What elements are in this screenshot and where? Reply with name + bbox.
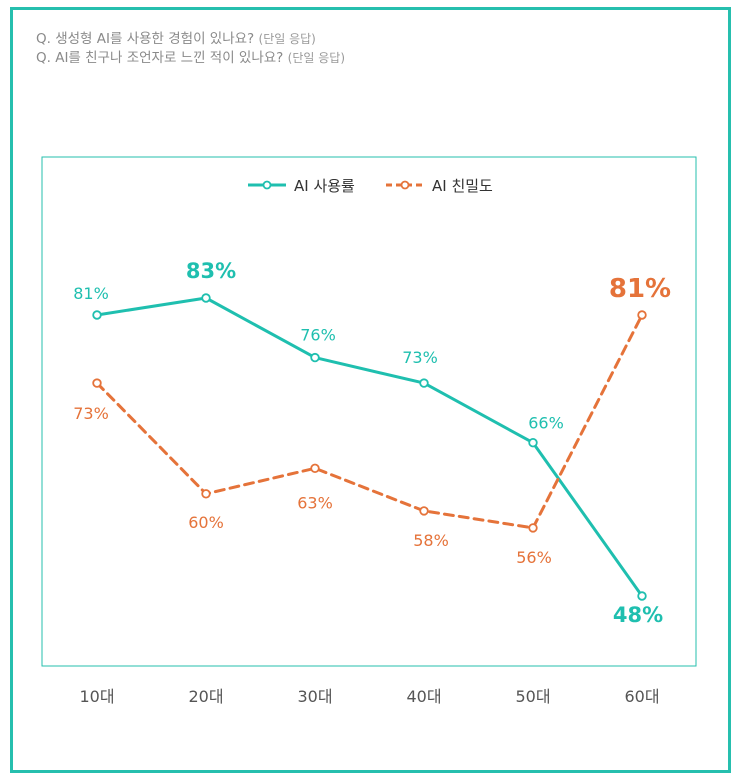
question-2-text: Q. AI를 친구나 조언자로 느낀 적이 있나요? xyxy=(36,50,284,66)
legend-item-1: AI 사용률 xyxy=(248,177,355,195)
x-axis-ticks: 10대 20대 30대 40대 50대 60대 xyxy=(79,687,659,706)
legend: AI 사용률 AI 친밀도 xyxy=(248,177,493,195)
series-1-point-2 xyxy=(201,293,211,303)
series-1-point-5 xyxy=(528,438,538,448)
x-tick-label-6: 60대 xyxy=(624,687,659,706)
series-2-line xyxy=(95,313,644,530)
outer-frame xyxy=(10,7,731,773)
series-1-data-label-4: 73% xyxy=(402,348,438,367)
series-1-point-6 xyxy=(637,591,647,601)
series-2-data-label-4: 58% xyxy=(413,531,449,550)
series-1-point-3 xyxy=(310,352,320,363)
legend-marker-1 xyxy=(262,180,272,190)
series-1-data-label-1: 81% xyxy=(73,284,109,303)
series-1: 81% 83% 76% 73% 66% 48% xyxy=(73,259,663,627)
series-2-data-label-6: 81% xyxy=(609,274,671,304)
series-1-data-label-3: 76% xyxy=(300,326,336,345)
x-tick-label-1: 10대 xyxy=(79,687,114,706)
series-2-data-label-3: 63% xyxy=(297,493,333,512)
series-2-data-label-1: 73% xyxy=(73,404,109,423)
question-1-text: Q. 생성형 AI를 사용한 경험이 있나요? xyxy=(36,31,255,47)
question-block: Q. 생성형 AI를 사용한 경험이 있나요? (단일 응답) Q. AI를 친… xyxy=(36,30,345,68)
question-2: Q. AI를 친구나 조언자로 느낀 적이 있나요? (단일 응답) xyxy=(36,49,345,68)
series-1-data-label-5: 66% xyxy=(528,414,564,433)
legend-item-2: AI 친밀도 xyxy=(386,177,493,195)
x-tick-label-5: 50대 xyxy=(515,687,550,706)
question-1-note: (단일 응답) xyxy=(258,32,316,46)
series-2-point-6 xyxy=(637,310,647,320)
x-tick-label-3: 30대 xyxy=(297,687,332,706)
legend-marker-2 xyxy=(400,180,410,190)
plot-area-border xyxy=(41,156,697,667)
series-2-point-3 xyxy=(310,463,320,473)
x-tick-label-4: 40대 xyxy=(406,687,441,706)
series-2-data-label-2: 60% xyxy=(188,513,224,532)
question-1: Q. 생성형 AI를 사용한 경험이 있나요? (단일 응답) xyxy=(36,30,345,49)
series-1-point-4 xyxy=(419,378,429,388)
question-2-note: (단일 응답) xyxy=(287,51,345,65)
series-2-data-label-5: 56% xyxy=(516,548,552,567)
legend-label-1: AI 사용률 xyxy=(294,177,355,195)
series-layer: 81% 83% 76% 73% 66% 48% 73% 60% 63% 58% 56% 81% xyxy=(73,259,671,627)
series-1-data-label-6: 48% xyxy=(613,603,663,627)
series-2: 73% 60% 63% 58% 56% 81% xyxy=(73,274,671,567)
series-1-data-label-2: 83% xyxy=(186,259,236,283)
series-2-point-1 xyxy=(92,378,102,388)
series-1-line xyxy=(95,296,644,598)
x-tick-label-2: 20대 xyxy=(188,687,223,706)
series-2-point-4 xyxy=(419,506,429,516)
series-2-point-2 xyxy=(201,489,211,499)
legend-label-2: AI 친밀도 xyxy=(432,177,493,195)
series-2-point-5 xyxy=(528,523,538,533)
series-1-point-1 xyxy=(92,310,102,320)
